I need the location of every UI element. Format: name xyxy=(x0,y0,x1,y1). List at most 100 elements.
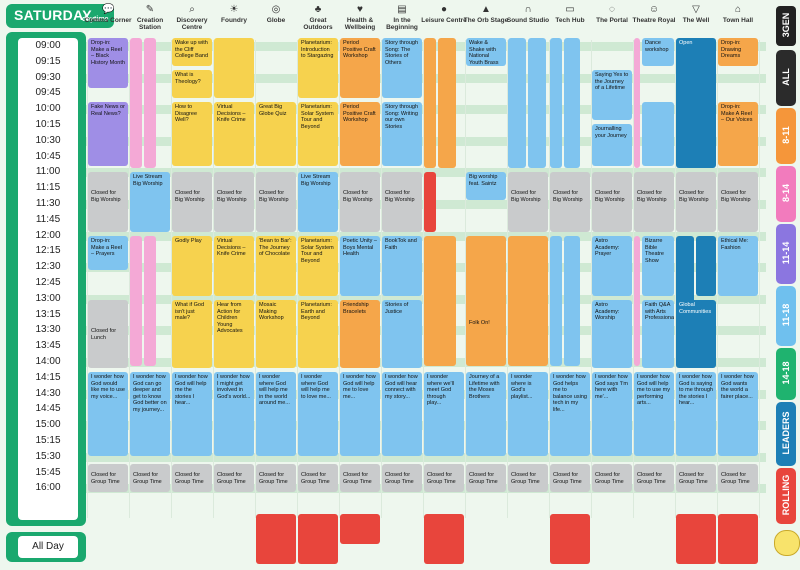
session-card[interactable]: Closed for Big Worship xyxy=(676,172,716,232)
session-card[interactable] xyxy=(550,236,562,366)
session-card[interactable]: Closed for Group Time xyxy=(340,464,380,492)
session-card[interactable]: I wonder how God will help me to love me… xyxy=(340,372,380,456)
session-card[interactable]: Closed for Group Time xyxy=(592,464,632,492)
session-card[interactable]: Closed for Group Time xyxy=(718,464,758,492)
session-card[interactable]: Poetic Unity – Boys Mental Health xyxy=(340,236,380,296)
session-card[interactable]: BookTok and Faith xyxy=(382,236,422,296)
session-card[interactable]: Closed for Group Time xyxy=(634,464,674,492)
session-card[interactable]: Story through Song: The Stories of Other… xyxy=(382,38,422,98)
session-card[interactable]: Planetarium: Earth and Beyond xyxy=(298,300,338,368)
session-card[interactable] xyxy=(642,102,674,166)
session-card[interactable] xyxy=(508,236,548,366)
session-card[interactable]: Closed for Lunch xyxy=(88,300,128,368)
session-card[interactable]: Fake News or Real News? xyxy=(88,102,128,166)
session-card[interactable]: I wonder how God wants the world a faire… xyxy=(718,372,758,456)
session-card[interactable]: Closed for Big Worship xyxy=(718,172,758,232)
session-card[interactable] xyxy=(550,38,562,168)
session-card[interactable]: Journey of a Lifetime with the Moses Bro… xyxy=(466,372,506,456)
session-card[interactable] xyxy=(130,236,142,366)
session-card[interactable]: I wonder how God will hear connect with … xyxy=(382,372,422,456)
session-card[interactable] xyxy=(634,236,640,366)
session-card[interactable]: Wake & Shake with National Youth Brass B… xyxy=(466,38,506,66)
session-card[interactable]: Period Positive Craft Workshop xyxy=(340,38,380,98)
session-card[interactable] xyxy=(424,38,436,168)
session-card[interactable] xyxy=(634,38,640,168)
session-card[interactable]: Planetarium: Introduction to Stargazing xyxy=(298,38,338,98)
session-card[interactable]: Period Positive Craft Workshop xyxy=(340,102,380,166)
session-card[interactable]: Live Stream Big Worship xyxy=(130,172,170,232)
session-card[interactable]: Closed for Group Time xyxy=(550,464,590,492)
session-card[interactable]: I wonder how God would like me to use my… xyxy=(88,372,128,456)
session-card[interactable]: Closed for Group Time xyxy=(130,464,170,492)
session-card[interactable]: Closed for Big Worship xyxy=(256,172,296,232)
all-day-card[interactable] xyxy=(718,514,758,564)
session-card[interactable]: Wake up with the Cliff College Band xyxy=(172,38,212,66)
session-card[interactable] xyxy=(214,38,254,98)
session-card[interactable] xyxy=(528,38,546,168)
session-card[interactable]: I wonder how God can go deeper and get t… xyxy=(130,372,170,456)
session-card[interactable]: Closed for Group Time xyxy=(508,464,548,492)
session-card[interactable]: I wonder how God will help me to use my … xyxy=(634,372,674,456)
session-card[interactable]: Big worship feat. Saintz xyxy=(466,172,506,200)
session-card[interactable]: Planetarium: Solar System Tour and Beyon… xyxy=(298,236,338,296)
session-card[interactable]: Live Stream Big Worship xyxy=(298,172,338,232)
all-day-card[interactable] xyxy=(676,514,716,564)
session-card[interactable]: Planetarium: Solar System Tour and Beyon… xyxy=(298,102,338,166)
session-card[interactable]: Drop-in: Make a Reel – Black History Mon… xyxy=(88,38,128,88)
session-card[interactable] xyxy=(424,172,436,232)
session-card[interactable]: How to Disagree Well? xyxy=(172,102,212,166)
session-card[interactable]: Closed for Group Time xyxy=(466,464,506,492)
session-card[interactable]: Closed for Big Worship xyxy=(88,172,128,232)
session-card[interactable]: I wonder where God will help me in the w… xyxy=(256,372,296,456)
session-card[interactable]: Stories of Justice xyxy=(382,300,422,368)
all-day-card[interactable] xyxy=(340,514,380,544)
session-card[interactable]: What is Theology? xyxy=(172,70,212,98)
all-day-card[interactable] xyxy=(256,514,296,564)
session-card[interactable]: Drop-in: Make a Reel – Prayers xyxy=(88,236,128,270)
session-card[interactable]: Closed for Big Worship xyxy=(550,172,590,232)
session-card[interactable]: Closed for Big Worship xyxy=(634,172,674,232)
session-card[interactable]: Closed for Big Worship xyxy=(382,172,422,232)
session-card[interactable]: Closed for Group Time xyxy=(88,464,128,492)
session-card[interactable] xyxy=(144,236,156,366)
session-card[interactable]: Hear from Action for Children Young Advo… xyxy=(214,300,254,368)
session-card[interactable]: Closed for Group Time xyxy=(214,464,254,492)
session-card[interactable]: Great Big Globe Quiz xyxy=(256,102,296,166)
all-day-card[interactable] xyxy=(424,514,464,564)
session-card[interactable]: Godly Play xyxy=(172,236,212,296)
session-card[interactable] xyxy=(424,236,456,366)
session-card[interactable] xyxy=(508,38,526,168)
session-card[interactable]: Closed for Group Time xyxy=(256,464,296,492)
session-card[interactable] xyxy=(564,38,580,168)
session-card[interactable]: Friendship Bracelets xyxy=(340,300,380,368)
session-card[interactable]: Closed for Group Time xyxy=(676,464,716,492)
session-card[interactable]: Ethical Me: Fashion xyxy=(718,236,758,296)
session-card[interactable]: Journalling your Journey xyxy=(592,124,632,166)
session-card[interactable]: I wonder how God will help me the storie… xyxy=(172,372,212,456)
session-card[interactable]: Closed for Group Time xyxy=(382,464,422,492)
session-card[interactable]: Bizarre Bible Theatre Show xyxy=(642,236,674,296)
session-card[interactable]: I wonder how I might get involved in God… xyxy=(214,372,254,456)
session-card[interactable]: Closed for Group Time xyxy=(424,464,464,492)
session-card[interactable]: Closed for Big Worship xyxy=(508,172,548,232)
session-card[interactable] xyxy=(438,38,456,168)
all-day-card[interactable] xyxy=(298,514,338,564)
session-card[interactable]: Astro Academy: Worship xyxy=(592,300,632,368)
session-card[interactable]: I wonder where is God's playlist... xyxy=(508,372,548,456)
session-card[interactable]: Folk On! xyxy=(466,318,506,334)
session-card[interactable]: Story through Song: Writing our own Stor… xyxy=(382,102,422,166)
session-card[interactable]: Virtual Decisions – Knife Crime xyxy=(214,236,254,296)
session-card[interactable]: Drop-in: Make A Reel – Our Voices xyxy=(718,102,758,166)
session-card[interactable]: Closed for Group Time xyxy=(298,464,338,492)
session-card[interactable]: I wonder how God helps me to balance usi… xyxy=(550,372,590,456)
session-card[interactable]: Virtual Decisions – Knife Crime xyxy=(214,102,254,166)
session-card[interactable] xyxy=(696,236,716,296)
session-card[interactable]: Global Communities xyxy=(676,300,716,368)
session-card[interactable]: Closed for Group Time xyxy=(172,464,212,492)
session-card[interactable]: Closed for Big Worship xyxy=(172,172,212,232)
session-card[interactable]: 'Bean to Bar': The Journey of Chocolate xyxy=(256,236,296,296)
session-card[interactable]: Open xyxy=(676,38,716,168)
session-card[interactable]: Closed for Big Worship xyxy=(592,172,632,232)
session-card[interactable] xyxy=(564,236,580,366)
session-card[interactable] xyxy=(130,38,142,168)
